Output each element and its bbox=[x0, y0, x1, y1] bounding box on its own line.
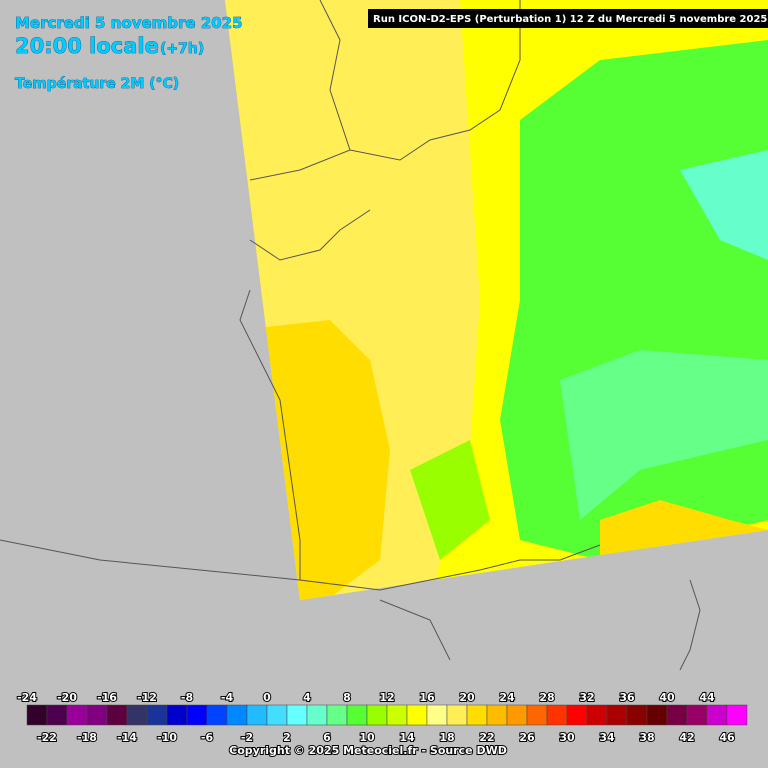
legend-swatch bbox=[566, 704, 588, 726]
legend-swatch bbox=[106, 704, 128, 726]
legend-swatch bbox=[86, 704, 108, 726]
legend-label: 28 bbox=[539, 691, 554, 704]
legend-swatch bbox=[206, 704, 228, 726]
variable: Température 2M (°C) bbox=[15, 76, 179, 92]
legend-label: 2 bbox=[283, 731, 291, 744]
time: 20:00 locale bbox=[15, 34, 159, 58]
legend-swatch bbox=[546, 704, 568, 726]
legend-swatch bbox=[686, 704, 708, 726]
legend-swatch bbox=[126, 704, 148, 726]
temperature-field bbox=[225, 0, 768, 600]
legend-swatch bbox=[726, 704, 748, 726]
legend-label: -14 bbox=[117, 731, 137, 744]
legend-label: 16 bbox=[419, 691, 435, 704]
legend-swatch bbox=[386, 704, 408, 726]
legend-swatch bbox=[466, 704, 488, 726]
legend-swatch bbox=[46, 704, 68, 726]
legend-swatch bbox=[146, 704, 168, 726]
legend-swatch bbox=[246, 704, 268, 726]
legend-label: 22 bbox=[479, 731, 494, 744]
legend-label: 14 bbox=[399, 731, 415, 744]
legend-label: 0 bbox=[263, 691, 271, 704]
legend-swatch bbox=[506, 704, 528, 726]
legend-swatch bbox=[326, 704, 348, 726]
legend-label: -12 bbox=[137, 691, 157, 704]
legend-label: -24 bbox=[17, 691, 37, 704]
legend-label: -8 bbox=[181, 691, 193, 704]
legend-swatch bbox=[586, 704, 608, 726]
legend-swatch bbox=[226, 704, 248, 726]
legend-label: 8 bbox=[343, 691, 351, 704]
legend-label: -10 bbox=[157, 731, 177, 744]
run-box bbox=[368, 9, 768, 28]
legend-label: 46 bbox=[719, 731, 735, 744]
legend-label: 30 bbox=[559, 731, 575, 744]
legend-label: 44 bbox=[699, 691, 715, 704]
legend-label: 6 bbox=[323, 731, 331, 744]
legend-swatch bbox=[66, 704, 88, 726]
run-info: Run ICON-D2-EPS (Perturbation 1) 12 Z du… bbox=[373, 14, 767, 25]
legend-swatch bbox=[286, 704, 308, 726]
legend-label: -2 bbox=[241, 731, 253, 744]
legend-label: -4 bbox=[221, 691, 234, 704]
legend-label: -6 bbox=[201, 731, 214, 744]
date: Mercredi 5 novembre 2025 bbox=[15, 14, 243, 32]
legend-swatch bbox=[366, 704, 388, 726]
legend-swatch bbox=[626, 704, 648, 726]
legend-swatch bbox=[446, 704, 468, 726]
legend-swatch bbox=[406, 704, 428, 726]
legend-swatch bbox=[486, 704, 508, 726]
coastlines bbox=[0, 0, 701, 671]
legend-label: -18 bbox=[77, 731, 97, 744]
legend-swatch bbox=[606, 704, 628, 726]
legend-label: -16 bbox=[97, 691, 117, 704]
legend-label: -22 bbox=[37, 731, 57, 744]
legend-swatch bbox=[166, 704, 188, 726]
legend-swatch bbox=[646, 704, 668, 726]
legend: -24 -20 -16 -12 -8 -4 0 4 8 12 16 20 24 28 32 36 40 44-22… bbox=[16, 690, 748, 745]
legend-label: 24 bbox=[499, 691, 515, 704]
legend-label: -20 bbox=[57, 691, 77, 704]
legend-swatch bbox=[426, 704, 448, 726]
legend-label: 36 bbox=[619, 691, 635, 704]
legend-swatch bbox=[186, 704, 208, 726]
legend-label: 20 bbox=[459, 691, 475, 704]
offset: (+7h) bbox=[160, 41, 204, 57]
legend-label: 26 bbox=[519, 731, 535, 744]
legend-label: 34 bbox=[599, 731, 615, 744]
legend-label: 10 bbox=[359, 731, 375, 744]
legend-label: 42 bbox=[679, 731, 694, 744]
legend-swatch bbox=[706, 704, 728, 726]
legend-label: 12 bbox=[379, 691, 394, 704]
copyright: Copyright © 2025 Meteociel.fr - Source D… bbox=[229, 744, 507, 757]
legend-swatch bbox=[666, 704, 688, 726]
legend-swatch bbox=[306, 704, 328, 726]
legend-swatch bbox=[526, 704, 548, 726]
legend-label: 18 bbox=[439, 731, 454, 744]
legend-swatch bbox=[266, 704, 288, 726]
legend-swatch bbox=[346, 704, 368, 726]
legend-label: 38 bbox=[639, 731, 654, 744]
legend-label: 40 bbox=[659, 691, 675, 704]
legend-label: 4 bbox=[303, 691, 311, 704]
legend-swatch bbox=[26, 704, 48, 726]
legend-label: 32 bbox=[579, 691, 594, 704]
